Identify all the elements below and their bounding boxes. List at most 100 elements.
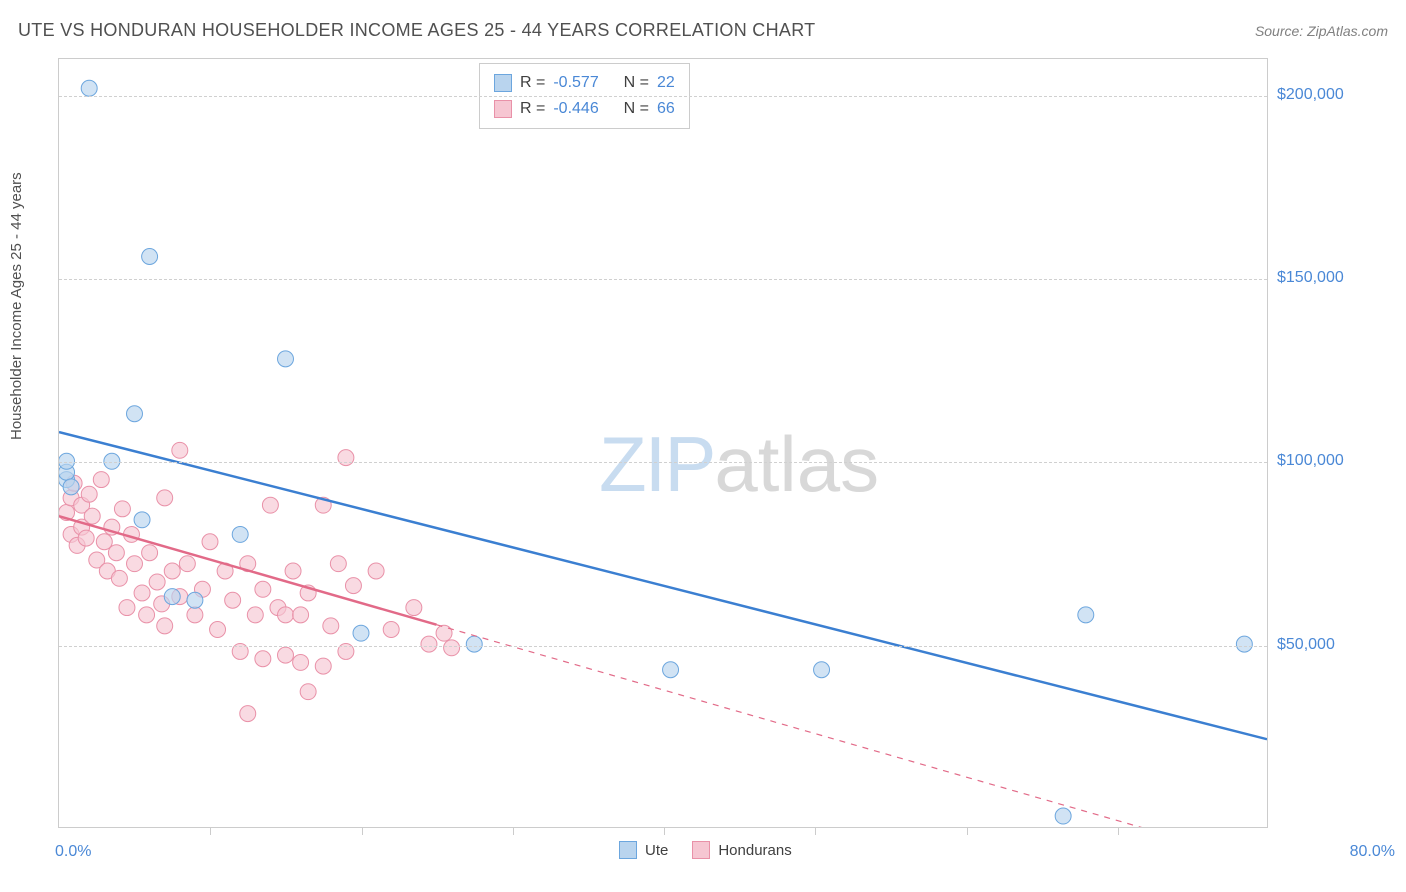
scatter-plot-svg [59,59,1267,827]
point-ute [466,636,482,652]
x-tick [967,827,968,835]
y-tick-label: $100,000 [1277,452,1373,470]
point-honduran [255,581,271,597]
point-honduran [78,530,94,546]
point-ute [232,526,248,542]
point-honduran [383,622,399,638]
point-honduran [278,607,294,623]
point-honduran [225,592,241,608]
x-tick [362,827,363,835]
swatch-pink [494,100,512,118]
point-honduran [345,578,361,594]
point-honduran [111,570,127,586]
point-honduran [278,647,294,663]
point-ute [1078,607,1094,623]
series-legend: Ute Hondurans [619,841,792,859]
y-tick-label: $50,000 [1277,636,1373,654]
point-honduran [323,618,339,634]
point-honduran [368,563,384,579]
swatch-blue [494,74,512,92]
r-value-honduran: -0.446 [553,96,598,122]
y-tick-label: $150,000 [1277,269,1373,287]
point-honduran [247,607,263,623]
point-honduran [210,622,226,638]
y-tick-label: $200,000 [1277,86,1373,104]
gridline-h [59,646,1267,647]
n-label: N = [624,96,649,122]
stat-row-ute: R = -0.577 N = 22 [494,70,675,96]
regression-line-ute [59,432,1267,739]
legend-label-hondurans: Hondurans [718,842,791,859]
x-tick [815,827,816,835]
x-tick [210,827,211,835]
point-honduran [142,545,158,561]
point-honduran [202,534,218,550]
legend-label-ute: Ute [645,842,668,859]
point-ute [59,453,75,469]
point-honduran [330,556,346,572]
point-ute [1236,636,1252,652]
point-ute [1055,808,1071,824]
point-honduran [436,625,452,641]
point-honduran [134,585,150,601]
point-honduran [164,563,180,579]
x-tick [1118,827,1119,835]
x-axis-start-label: 0.0% [55,843,91,861]
point-honduran [157,490,173,506]
point-ute [164,589,180,605]
gridline-h [59,462,1267,463]
point-honduran [293,607,309,623]
point-honduran [444,640,460,656]
point-honduran [172,442,188,458]
point-honduran [81,486,97,502]
chart-title: UTE VS HONDURAN HOUSEHOLDER INCOME AGES … [18,20,815,41]
point-honduran [114,501,130,517]
point-ute [142,249,158,265]
point-honduran [139,607,155,623]
r-value-ute: -0.577 [553,70,598,96]
title-bar: UTE VS HONDURAN HOUSEHOLDER INCOME AGES … [18,20,1388,41]
point-honduran [406,600,422,616]
x-tick [513,827,514,835]
source-label: Source: ZipAtlas.com [1255,23,1388,39]
point-ute [663,662,679,678]
swatch-pink [692,841,710,859]
legend-item-hondurans: Hondurans [692,841,791,859]
point-ute [353,625,369,641]
point-honduran [187,607,203,623]
point-honduran [84,508,100,524]
point-honduran [300,684,316,700]
gridline-h [59,96,1267,97]
point-honduran [93,472,109,488]
point-ute [127,406,143,422]
point-honduran [119,600,135,616]
legend-item-ute: Ute [619,841,668,859]
point-ute [134,512,150,528]
point-honduran [421,636,437,652]
chart-plot-area: ZIPatlas R = -0.577 N = 22 R = -0.446 N … [58,58,1268,828]
point-ute [81,80,97,96]
regression-line-hondurans-dashed [437,625,1268,827]
point-honduran [108,545,124,561]
n-value-honduran: 66 [657,96,675,122]
point-honduran [179,556,195,572]
point-honduran [255,651,271,667]
x-tick [664,827,665,835]
point-honduran [149,574,165,590]
point-honduran [285,563,301,579]
point-honduran [262,497,278,513]
point-ute [63,479,79,495]
n-label: N = [624,70,649,96]
x-axis-end-label: 80.0% [1350,843,1395,861]
point-honduran [157,618,173,634]
point-ute [187,592,203,608]
r-label: R = [520,70,545,96]
swatch-blue [619,841,637,859]
point-honduran [315,658,331,674]
point-honduran [240,706,256,722]
y-axis-label: Householder Income Ages 25 - 44 years [8,172,25,440]
stat-row-honduran: R = -0.446 N = 66 [494,96,675,122]
point-ute [814,662,830,678]
r-label: R = [520,96,545,122]
gridline-h [59,279,1267,280]
